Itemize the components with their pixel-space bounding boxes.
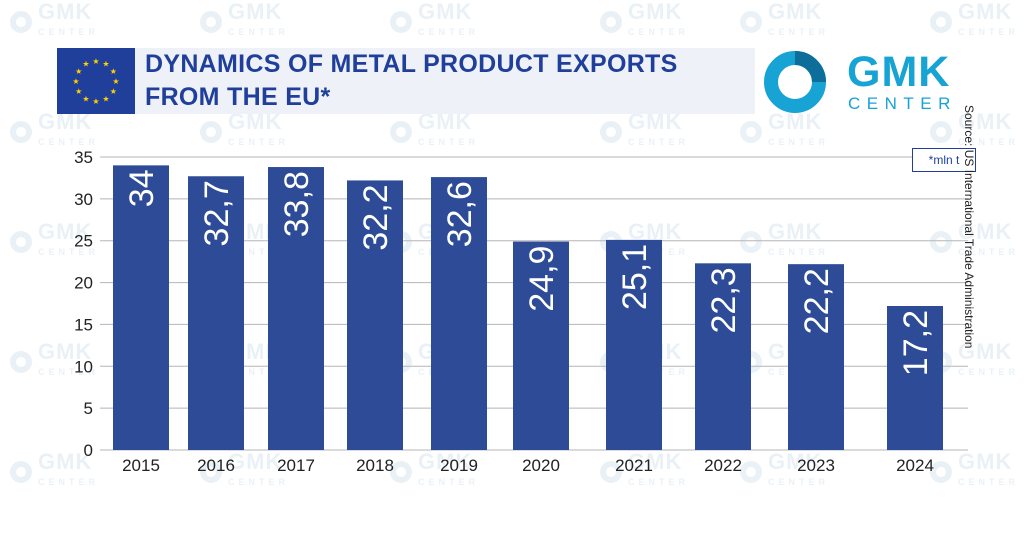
x-tick-label: 2023 xyxy=(797,456,835,475)
eu-flag-icon: ★ ★ ★ ★ ★ ★ ★ ★ ★ ★ ★ ★ xyxy=(57,48,135,114)
x-tick-label: 2016 xyxy=(197,456,235,475)
title-banner xyxy=(57,48,755,114)
flag-star-icon: ★ xyxy=(92,57,99,66)
logo-subtitle: CENTER xyxy=(848,94,957,113)
bar xyxy=(513,241,569,450)
y-tick-label: 20 xyxy=(74,274,93,293)
bar xyxy=(188,176,244,451)
flag-star-icon: ★ xyxy=(112,77,119,86)
y-tick-label: 35 xyxy=(74,148,93,167)
bar-data-label: 34 xyxy=(123,169,161,207)
bar xyxy=(268,167,324,450)
flag-star-icon: ★ xyxy=(75,67,82,76)
bar-data-label: 22,3 xyxy=(705,267,743,333)
y-tick-label: 15 xyxy=(74,315,93,334)
bar xyxy=(606,239,662,450)
y-tick-label: 30 xyxy=(74,190,93,209)
x-tick-label: 2021 xyxy=(615,456,653,475)
y-tick-label: 10 xyxy=(74,357,93,376)
bar xyxy=(695,263,751,450)
flag-star-icon: ★ xyxy=(82,94,89,103)
bar xyxy=(347,180,403,450)
x-tick-label: 2018 xyxy=(356,456,394,475)
x-tick-label: 2017 xyxy=(277,456,315,475)
bar xyxy=(431,177,487,450)
flag-star-icon: ★ xyxy=(75,87,82,96)
bar-data-label: 33,8 xyxy=(278,171,316,237)
bar-data-label: 22,2 xyxy=(798,268,836,334)
logo-ring-icon xyxy=(764,51,826,113)
source-note: Source: US International Trade Administr… xyxy=(962,105,976,349)
flag-star-icon: ★ xyxy=(82,60,89,69)
x-tick-label: 2020 xyxy=(522,456,560,475)
bar-data-label: 32,7 xyxy=(198,180,236,246)
gmk-center-logo: GMK CENTER xyxy=(762,48,977,116)
flag-star-icon: ★ xyxy=(102,60,109,69)
flag-star-icon: ★ xyxy=(110,87,117,96)
bar-data-label: 17,2 xyxy=(897,310,935,376)
flag-star-icon: ★ xyxy=(110,67,117,76)
x-tick-label: 2019 xyxy=(440,456,478,475)
bar-data-label: 25,1 xyxy=(616,244,654,310)
bar-data-label: 24,9 xyxy=(523,246,561,312)
y-tick-label: 5 xyxy=(84,399,93,418)
bar xyxy=(788,264,844,450)
bar xyxy=(113,165,169,450)
y-tick-label: 25 xyxy=(74,232,93,251)
x-tick-label: 2015 xyxy=(122,456,160,475)
flag-star-icon: ★ xyxy=(102,94,109,103)
logo-name: GMK xyxy=(847,48,951,96)
flag-star-icon: ★ xyxy=(72,77,79,86)
unit-note: *mln t xyxy=(912,148,976,172)
bar-data-label: 32,6 xyxy=(441,181,479,247)
flag-star-icon: ★ xyxy=(92,97,99,106)
x-tick-label: 2024 xyxy=(896,456,934,475)
chart-title: DYNAMICS OF METAL PRODUCT EXPORTS FROM T… xyxy=(145,50,678,111)
x-tick-label: 2022 xyxy=(704,456,742,475)
bar xyxy=(887,306,943,450)
bar-data-label: 32,2 xyxy=(357,184,395,250)
y-tick-label: 0 xyxy=(84,441,93,460)
